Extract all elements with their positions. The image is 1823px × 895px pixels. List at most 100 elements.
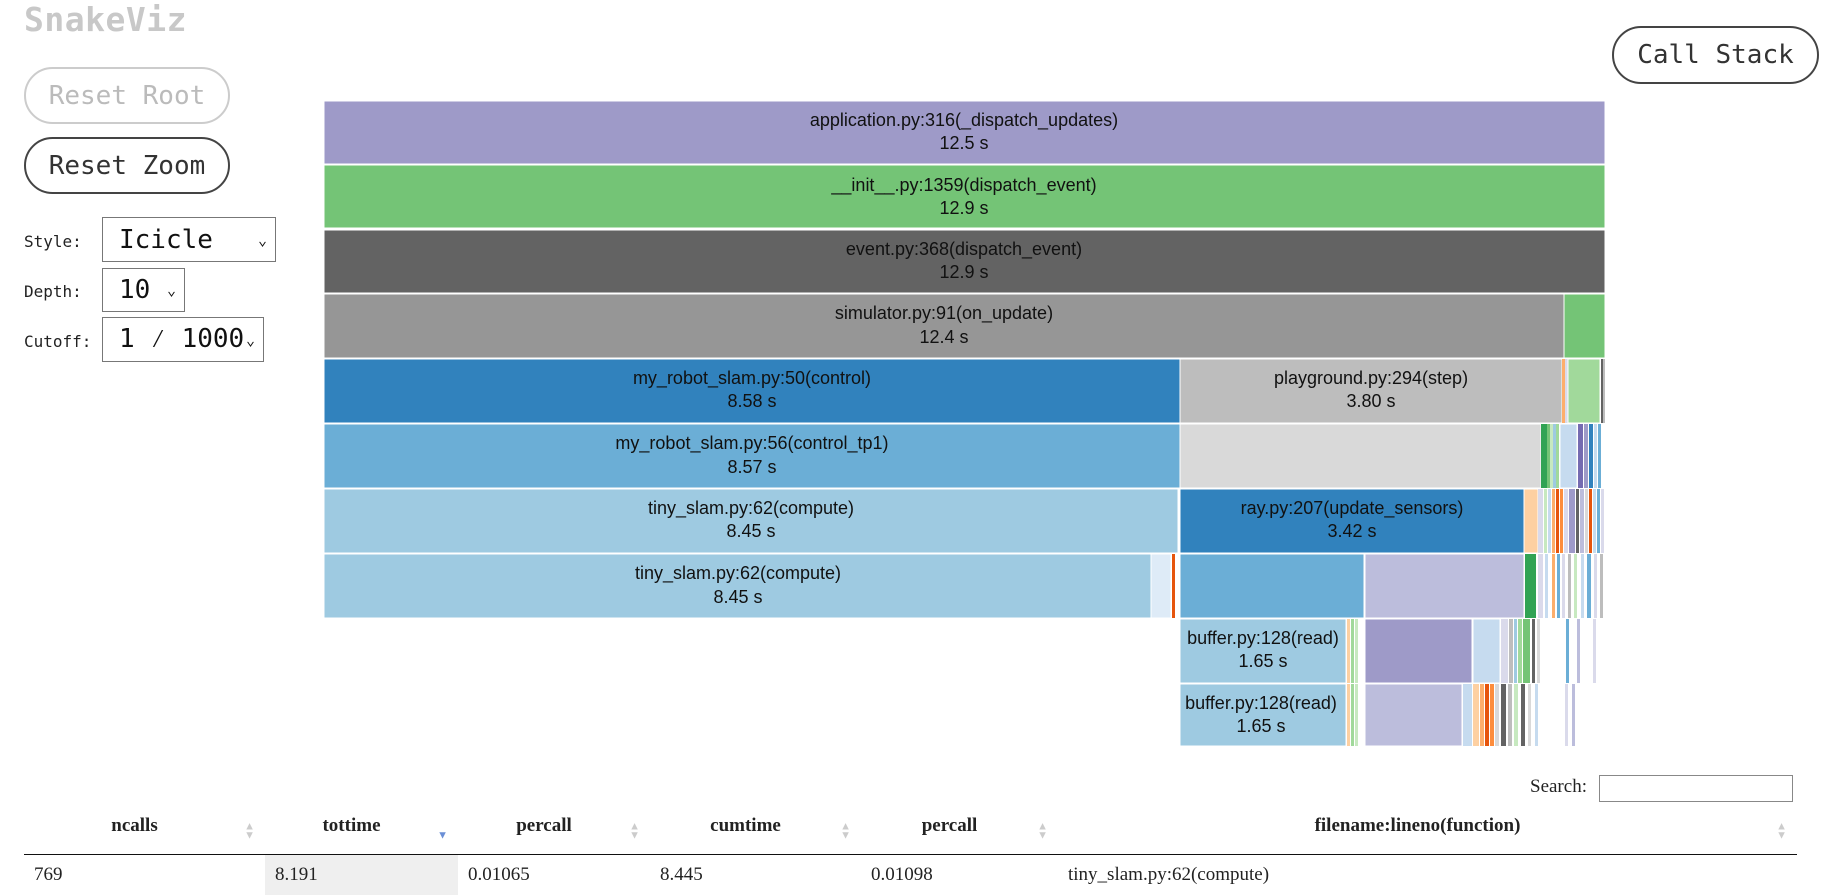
column-header-ncalls[interactable]: ncalls ▲▼ <box>24 804 265 855</box>
icicle-block[interactable] <box>1594 554 1597 618</box>
icicle-block[interactable] <box>1480 684 1484 746</box>
column-header-tottime[interactable]: tottime ▼ <box>265 804 458 855</box>
icicle-block[interactable] <box>1365 554 1524 618</box>
icicle-block[interactable] <box>1564 294 1605 358</box>
icicle-block[interactable] <box>1562 554 1565 618</box>
icicle-block[interactable] <box>1585 489 1588 553</box>
icicle-block[interactable] <box>1594 424 1597 488</box>
icicle-block[interactable] <box>1593 619 1596 683</box>
icicle-block[interactable] <box>1544 489 1547 553</box>
icicle-block[interactable]: buffer.py:128(read) 1.65 s <box>1180 684 1346 746</box>
icicle-block[interactable] <box>1547 424 1550 488</box>
icicle-block[interactable] <box>1473 619 1500 683</box>
icicle-block[interactable] <box>1355 684 1358 746</box>
icicle-block[interactable] <box>1564 489 1568 553</box>
icicle-block[interactable] <box>1518 619 1522 683</box>
icicle-block[interactable] <box>1514 684 1518 746</box>
icicle-block[interactable] <box>1347 619 1350 683</box>
icicle-block[interactable] <box>1568 554 1571 618</box>
icicle-block[interactable] <box>1523 619 1530 683</box>
icicle-block[interactable] <box>1351 684 1354 746</box>
icicle-block[interactable] <box>1601 359 1603 423</box>
icicle-block[interactable] <box>1463 684 1472 746</box>
icicle-block[interactable] <box>1593 489 1596 553</box>
icicle-block[interactable] <box>1556 489 1559 553</box>
column-header-function[interactable]: filename:lineno(function) ▲▼ <box>1058 804 1797 855</box>
icicle-block[interactable] <box>1537 619 1540 683</box>
style-select[interactable]: Icicle ⌄ <box>102 217 276 262</box>
icicle-block[interactable] <box>1501 619 1508 683</box>
icicle-block[interactable]: playground.py:294(step) 3.80 s <box>1180 359 1562 423</box>
icicle-block[interactable] <box>1562 359 1565 423</box>
icicle-block[interactable] <box>1553 424 1556 488</box>
icicle-block[interactable] <box>1589 489 1592 553</box>
icicle-block[interactable] <box>1552 554 1555 618</box>
icicle-block[interactable]: buffer.py:128(read) 1.65 s <box>1180 619 1346 683</box>
icicle-block[interactable] <box>1509 619 1513 683</box>
icicle-block[interactable]: my_robot_slam.py:56(control_tp1) 8.57 s <box>324 424 1180 488</box>
icicle-block[interactable] <box>1557 554 1560 618</box>
icicle-block[interactable] <box>1490 684 1494 746</box>
icicle-block[interactable] <box>1545 554 1548 618</box>
icicle-block[interactable] <box>1151 554 1171 618</box>
icicle-block[interactable] <box>1556 424 1559 488</box>
icicle-block[interactable] <box>1538 489 1543 553</box>
icicle-block[interactable] <box>1524 489 1538 553</box>
icicle-block[interactable] <box>1535 684 1538 746</box>
icicle-block[interactable] <box>1597 489 1600 553</box>
icicle-block[interactable] <box>1601 489 1604 553</box>
icicle-block[interactable] <box>1351 619 1354 683</box>
icicle-block[interactable] <box>1521 684 1525 746</box>
icicle-block[interactable] <box>1528 684 1531 746</box>
icicle-block[interactable] <box>1485 684 1489 746</box>
icicle-block[interactable] <box>1565 684 1568 746</box>
icicle-block[interactable] <box>1365 684 1462 746</box>
icicle-block[interactable] <box>1501 684 1506 746</box>
icicle-block[interactable] <box>1603 359 1605 423</box>
icicle-block[interactable] <box>1473 684 1479 746</box>
icicle-block[interactable] <box>1574 554 1577 618</box>
icicle-block[interactable] <box>1495 684 1499 746</box>
icicle-chart[interactable]: application.py:316(_dispatch_updates) 12… <box>324 101 1605 746</box>
icicle-block[interactable] <box>1580 489 1584 553</box>
column-header-percall-cum[interactable]: percall ▲▼ <box>861 804 1058 855</box>
icicle-block[interactable] <box>1589 424 1593 488</box>
icicle-block[interactable]: event.py:368(dispatch_event) 12.9 s <box>324 230 1605 293</box>
icicle-block[interactable] <box>1508 684 1512 746</box>
icicle-block[interactable] <box>1587 554 1591 618</box>
icicle-block[interactable] <box>1180 554 1364 618</box>
icicle-block[interactable] <box>1576 489 1579 553</box>
icicle-block[interactable] <box>1180 424 1541 488</box>
icicle-block[interactable] <box>1584 424 1588 488</box>
icicle-block[interactable] <box>1600 554 1603 618</box>
icicle-block[interactable]: my_robot_slam.py:50(control) 8.58 s <box>324 359 1180 423</box>
icicle-block[interactable] <box>1578 424 1583 488</box>
search-input[interactable] <box>1599 775 1793 802</box>
column-header-percall[interactable]: percall ▲▼ <box>458 804 650 855</box>
icicle-block[interactable] <box>1355 619 1358 683</box>
icicle-block[interactable] <box>1598 424 1601 488</box>
icicle-block[interactable]: __init__.py:1359(dispatch_event) 12.9 s <box>324 165 1605 228</box>
icicle-block[interactable] <box>1581 554 1584 618</box>
icicle-block[interactable] <box>1541 424 1547 488</box>
icicle-block[interactable] <box>1577 619 1580 683</box>
icicle-block[interactable]: ray.py:207(update_sensors) 3.42 s <box>1180 489 1524 553</box>
icicle-block[interactable] <box>1560 424 1577 488</box>
call-stack-button[interactable]: Call Stack <box>1612 26 1819 84</box>
icicle-block[interactable] <box>1365 619 1472 683</box>
icicle-block[interactable] <box>1525 554 1536 618</box>
icicle-block[interactable]: simulator.py:91(on_update) 12.4 s <box>324 294 1564 358</box>
icicle-block[interactable]: tiny_slam.py:62(compute) 8.45 s <box>324 554 1151 618</box>
icicle-block[interactable] <box>1347 684 1350 746</box>
icicle-block[interactable] <box>1172 554 1175 618</box>
icicle-block[interactable] <box>1550 424 1553 488</box>
icicle-block[interactable] <box>1560 489 1563 553</box>
icicle-block[interactable] <box>1548 489 1551 553</box>
icicle-block[interactable] <box>1532 619 1535 683</box>
icicle-block[interactable] <box>1568 359 1600 423</box>
icicle-block[interactable] <box>1569 489 1575 553</box>
reset-root-button[interactable]: Reset Root <box>24 67 230 124</box>
icicle-block[interactable] <box>1514 619 1517 683</box>
icicle-block[interactable]: tiny_slam.py:62(compute) 8.45 s <box>324 489 1178 553</box>
reset-zoom-button[interactable]: Reset Zoom <box>24 137 230 194</box>
